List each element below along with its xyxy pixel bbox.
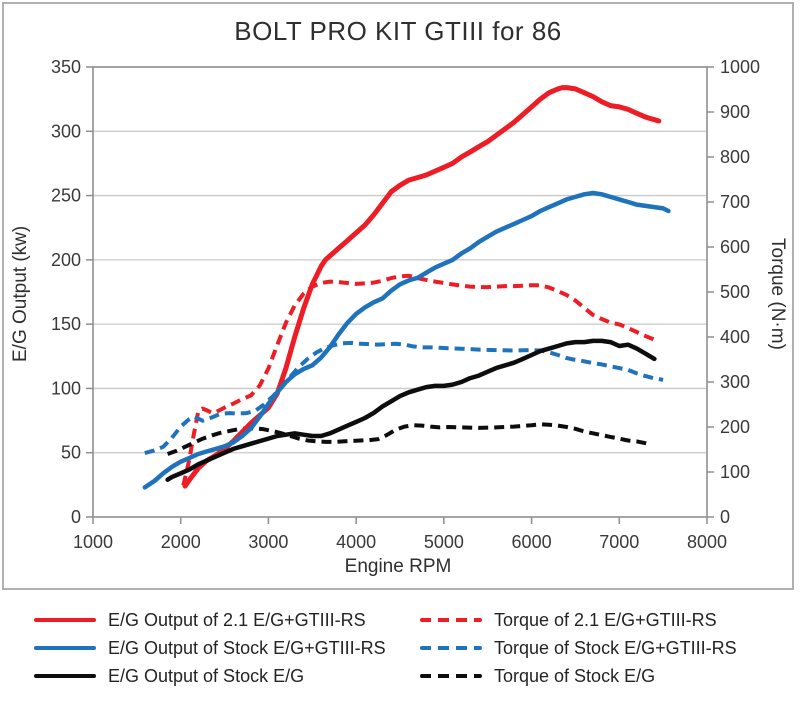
x-tick-label: 2000 [161,532,201,552]
legend-dashed-line-swatch [420,618,482,622]
legend-dashed-line-swatch [420,674,482,678]
y-left-tick-label: 300 [51,121,81,141]
series-dashed-blue [144,340,664,456]
x-tick-label: 5000 [424,532,464,552]
x-tick-label: 8000 [687,532,727,552]
series-solid-black [165,338,657,482]
legend-column-output: E/G Output of 2.1 E/G+GTIII-RS E/G Output… [34,606,404,690]
y-left-tick-label: 200 [51,250,81,270]
y-left-tick-label: 350 [51,57,81,77]
y-left-tick-label: 0 [71,507,81,527]
y-left-tick-label: 250 [51,186,81,206]
chart-panel: BOLT PRO KIT GTIII for 86 E/G Output (kw… [2,2,794,590]
legend-item: Torque of Stock E/G [420,662,790,690]
y-right-tick-label: 500 [720,282,750,302]
chart-legend: E/G Output of 2.1 E/G+GTIII-RS E/G Output… [0,606,800,702]
y-right-tick-label: 0 [720,507,730,527]
y-right-tick-label: 300 [720,372,750,392]
legend-item: Torque of Stock E/G+GTIII-RS [420,634,790,662]
right-axis-title: Torque (N·m) [767,238,788,350]
legend-solid-line-swatch [34,674,96,678]
plot-border [92,66,708,518]
x-tick-label: 4000 [336,532,376,552]
legend-label: E/G Output of Stock E/G+GTIII-RS [108,637,386,658]
x-tick-label: 7000 [599,532,639,552]
x-tick-label: 6000 [512,532,552,552]
series-dashed-black [166,422,651,456]
y-right-tick-label: 900 [720,102,750,122]
y-right-tick-label: 200 [720,417,750,437]
y-right-tick-label: 100 [720,462,750,482]
series-dashed-red [181,273,660,486]
y-left-tick-label: 150 [51,314,81,334]
y-right-tick-label: 1000 [720,57,760,77]
series-solid-blue [142,190,671,490]
plot-area: 1000 2000 3000 4000 5000 6000 7000 800005010015… [51,57,760,552]
legend-label: E/G Output of 2.1 E/G+GTIII-RS [108,609,366,630]
legend-label: Torque of Stock E/G+GTIII-RS [494,637,737,658]
y-right-tick-label: 800 [720,147,750,167]
legend-label: E/G Output of Stock E/G [108,665,305,686]
y-right-tick-label: 700 [720,192,750,212]
legend-dashed-line-swatch [420,646,482,650]
legend-solid-line-swatch [34,646,96,650]
x-tick-label: 3000 [248,532,288,552]
legend-item: E/G Output of Stock E/G [34,662,404,690]
x-tick-label: 1000 [73,532,113,552]
y-left-tick-label: 50 [61,443,81,463]
legend-label: Torque of 2.1 E/G+GTIII-RS [494,609,717,630]
legend-label: Torque of Stock E/G [494,665,656,686]
legend-item: Torque of 2.1 E/G+GTIII-RS [420,606,790,634]
chart-title: BOLT PRO KIT GTIII for 86 [234,16,562,46]
legend-solid-line-swatch [34,618,96,622]
y-left-tick-label: 100 [51,378,81,398]
y-right-tick-label: 400 [720,327,750,347]
x-axis-title: Engine RPM [344,556,452,577]
y-right-tick-label: 600 [720,237,750,257]
legend-item: E/G Output of 2.1 E/G+GTIII-RS [34,606,404,634]
legend-item: E/G Output of Stock E/G+GTIII-RS [34,634,404,662]
legend-column-torque: Torque of 2.1 E/G+GTIII-RS Torque of Stoc… [420,606,790,690]
